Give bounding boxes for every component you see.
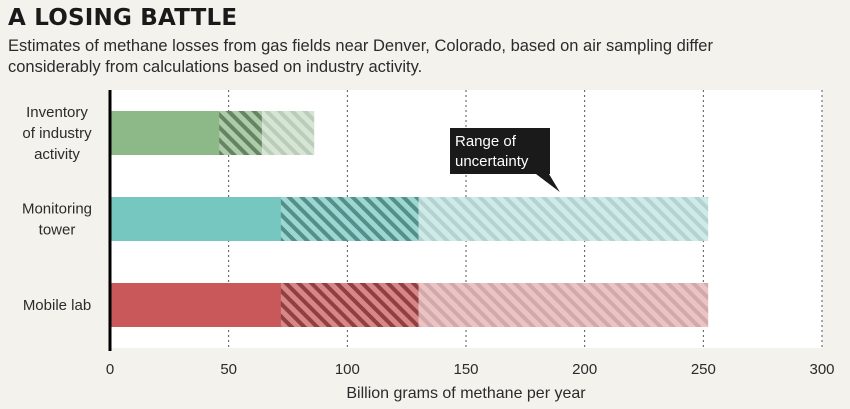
uncertainty-hatch-inner	[280, 283, 419, 327]
uncertainty-hatch-inner	[280, 197, 419, 241]
annotation-text-line: uncertainty	[455, 153, 529, 170]
x-tick-label: 250	[691, 361, 716, 378]
category-label: Mobile lab	[23, 297, 91, 314]
bars	[110, 111, 709, 327]
category-label-line: Mobile lab	[23, 297, 91, 314]
x-tick-label: 200	[572, 361, 597, 378]
category-label-line: of industry	[22, 125, 92, 142]
category-label-line: tower	[39, 222, 76, 239]
category-label: Monitoring tower	[22, 201, 92, 239]
annotation-box	[450, 128, 550, 174]
x-tick-label: 150	[453, 361, 478, 378]
x-tick-label: 0	[106, 361, 114, 378]
x-tick-label: 100	[335, 361, 360, 378]
bar-group	[110, 197, 709, 241]
uncertainty-hatch-inner	[219, 111, 262, 155]
x-tick-label: 50	[220, 361, 237, 378]
bar-group	[110, 283, 709, 327]
category-label-line: activity	[34, 146, 80, 163]
uncertainty-hatch-outer	[418, 197, 709, 241]
annotation-pointer	[536, 174, 560, 192]
x-tick-label: 300	[809, 361, 834, 378]
uncertainty-hatch-outer	[261, 111, 315, 155]
bar-group	[110, 111, 315, 155]
annotation: Range of uncertainty	[450, 128, 560, 192]
category-label-line: Inventory	[26, 104, 88, 121]
annotation-text: Range of uncertainty	[455, 133, 529, 170]
category-label-line: Monitoring	[22, 201, 92, 218]
category-label: Inventory of industry activity	[22, 104, 92, 163]
uncertainty-hatch-outer	[418, 283, 709, 327]
annotation-text-line: Range of	[455, 133, 517, 150]
x-tick-labels: 0 50 100 150 200 250 300	[106, 361, 835, 378]
category-labels: Inventory of industry activity Monitoring to…	[22, 104, 92, 314]
x-axis-label: Billion grams of methane per year	[346, 385, 586, 402]
chart-subtitle: Estimates of methane losses from gas fie…	[8, 37, 713, 76]
chart-title: A LOSING BATTLE	[8, 5, 238, 31]
